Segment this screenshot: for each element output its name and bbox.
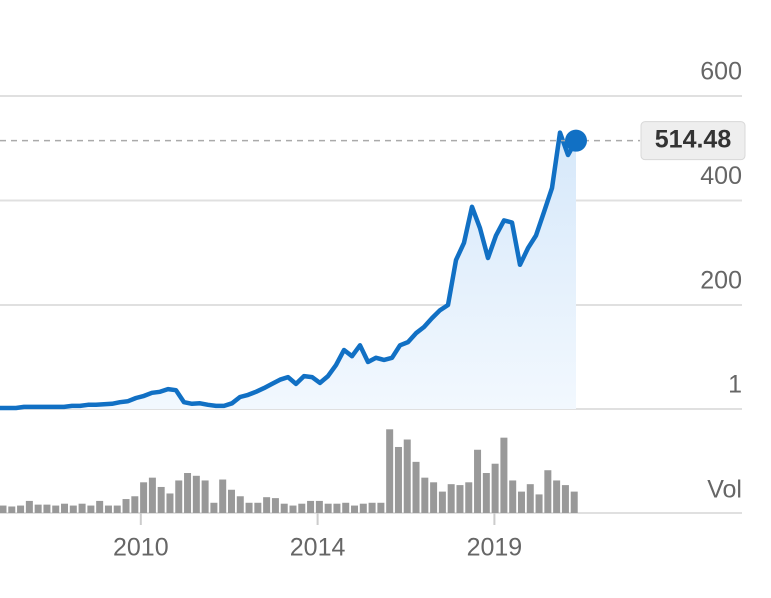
volume-bar: [421, 477, 429, 513]
volume-bar: [377, 502, 385, 513]
volume-bar: [447, 484, 455, 513]
volume-bar: [43, 504, 51, 513]
volume-bar: [34, 504, 42, 513]
volume-bar: [430, 482, 438, 513]
volume-bar: [192, 475, 200, 513]
volume-bar: [315, 500, 323, 513]
volume-bar: [61, 503, 69, 513]
volume-bar: [201, 480, 209, 513]
volume-bar: [271, 498, 279, 513]
volume-bar: [140, 482, 148, 513]
volume-bar: [263, 497, 271, 513]
volume-bar: [544, 470, 552, 513]
last-price-box: [640, 121, 746, 161]
volume-bar: [184, 473, 192, 513]
volume-bar: [8, 506, 16, 513]
volume-bar: [96, 500, 104, 513]
volume-bar: [307, 500, 315, 513]
volume-bar: [482, 473, 490, 513]
volume-bar: [0, 505, 7, 513]
volume-bar: [227, 489, 235, 513]
y-tick-label: 600: [700, 58, 742, 86]
volume-bar: [122, 499, 130, 513]
volume-bar: [412, 461, 420, 513]
volume-bar: [342, 502, 350, 513]
volume-bar: [236, 496, 244, 513]
volume-bar: [289, 505, 297, 513]
volume-bar: [509, 480, 517, 513]
volume-bar: [280, 503, 288, 513]
volume-bar: [553, 480, 561, 513]
volume-bar: [148, 477, 156, 513]
x-tick-label: 2010: [113, 534, 169, 562]
volume-bar: [131, 496, 139, 513]
volume-bar: [465, 482, 473, 513]
volume-bar: [52, 505, 60, 513]
volume-bar: [351, 505, 359, 513]
volume-bar: [219, 479, 227, 513]
volume-bar: [175, 480, 183, 513]
volume-bar: [570, 491, 578, 513]
volume-bar: [517, 491, 525, 513]
volume-bar: [104, 505, 112, 513]
x-tick-label: 2019: [467, 534, 523, 562]
volume-label: Vol: [707, 476, 742, 504]
volume-bar: [535, 494, 543, 513]
volume-bar: [526, 484, 534, 513]
volume-bar: [359, 503, 367, 513]
volume-bar: [17, 505, 25, 513]
volume-bar: [456, 485, 464, 513]
volume-bar: [500, 437, 508, 513]
volume-bar: [69, 505, 77, 513]
last-price-label: 514.48: [655, 125, 732, 153]
volume-bar: [157, 486, 165, 513]
area-fill: [0, 132, 576, 409]
price-line: [0, 130, 578, 411]
volume-bar: [403, 439, 411, 513]
volume-bar: [324, 503, 332, 513]
y-tick-label: 200: [700, 267, 742, 295]
volume-bar: [368, 502, 376, 513]
volume-bar: [166, 493, 174, 513]
volume-bar: [113, 505, 121, 513]
volume-bar: [25, 500, 33, 513]
volume-bar: [87, 505, 95, 513]
volume-bar: [438, 491, 446, 513]
volume-bar: [333, 503, 341, 513]
volume-bar: [210, 502, 218, 513]
last-point: [565, 129, 587, 152]
volume-bar: [386, 429, 394, 513]
volume-bar: [78, 503, 86, 513]
volume-bar: [245, 502, 253, 513]
volume-bar: [298, 503, 306, 513]
volume-bar: [394, 446, 402, 513]
y-tick-label: 1: [728, 371, 742, 399]
volume-bar: [491, 463, 499, 513]
y-tick-label: 400: [700, 162, 742, 190]
x-tick-label: 2014: [290, 534, 346, 562]
volume-bar: [561, 485, 569, 513]
volume-bar: [474, 449, 482, 513]
volume-bar: [254, 502, 262, 513]
